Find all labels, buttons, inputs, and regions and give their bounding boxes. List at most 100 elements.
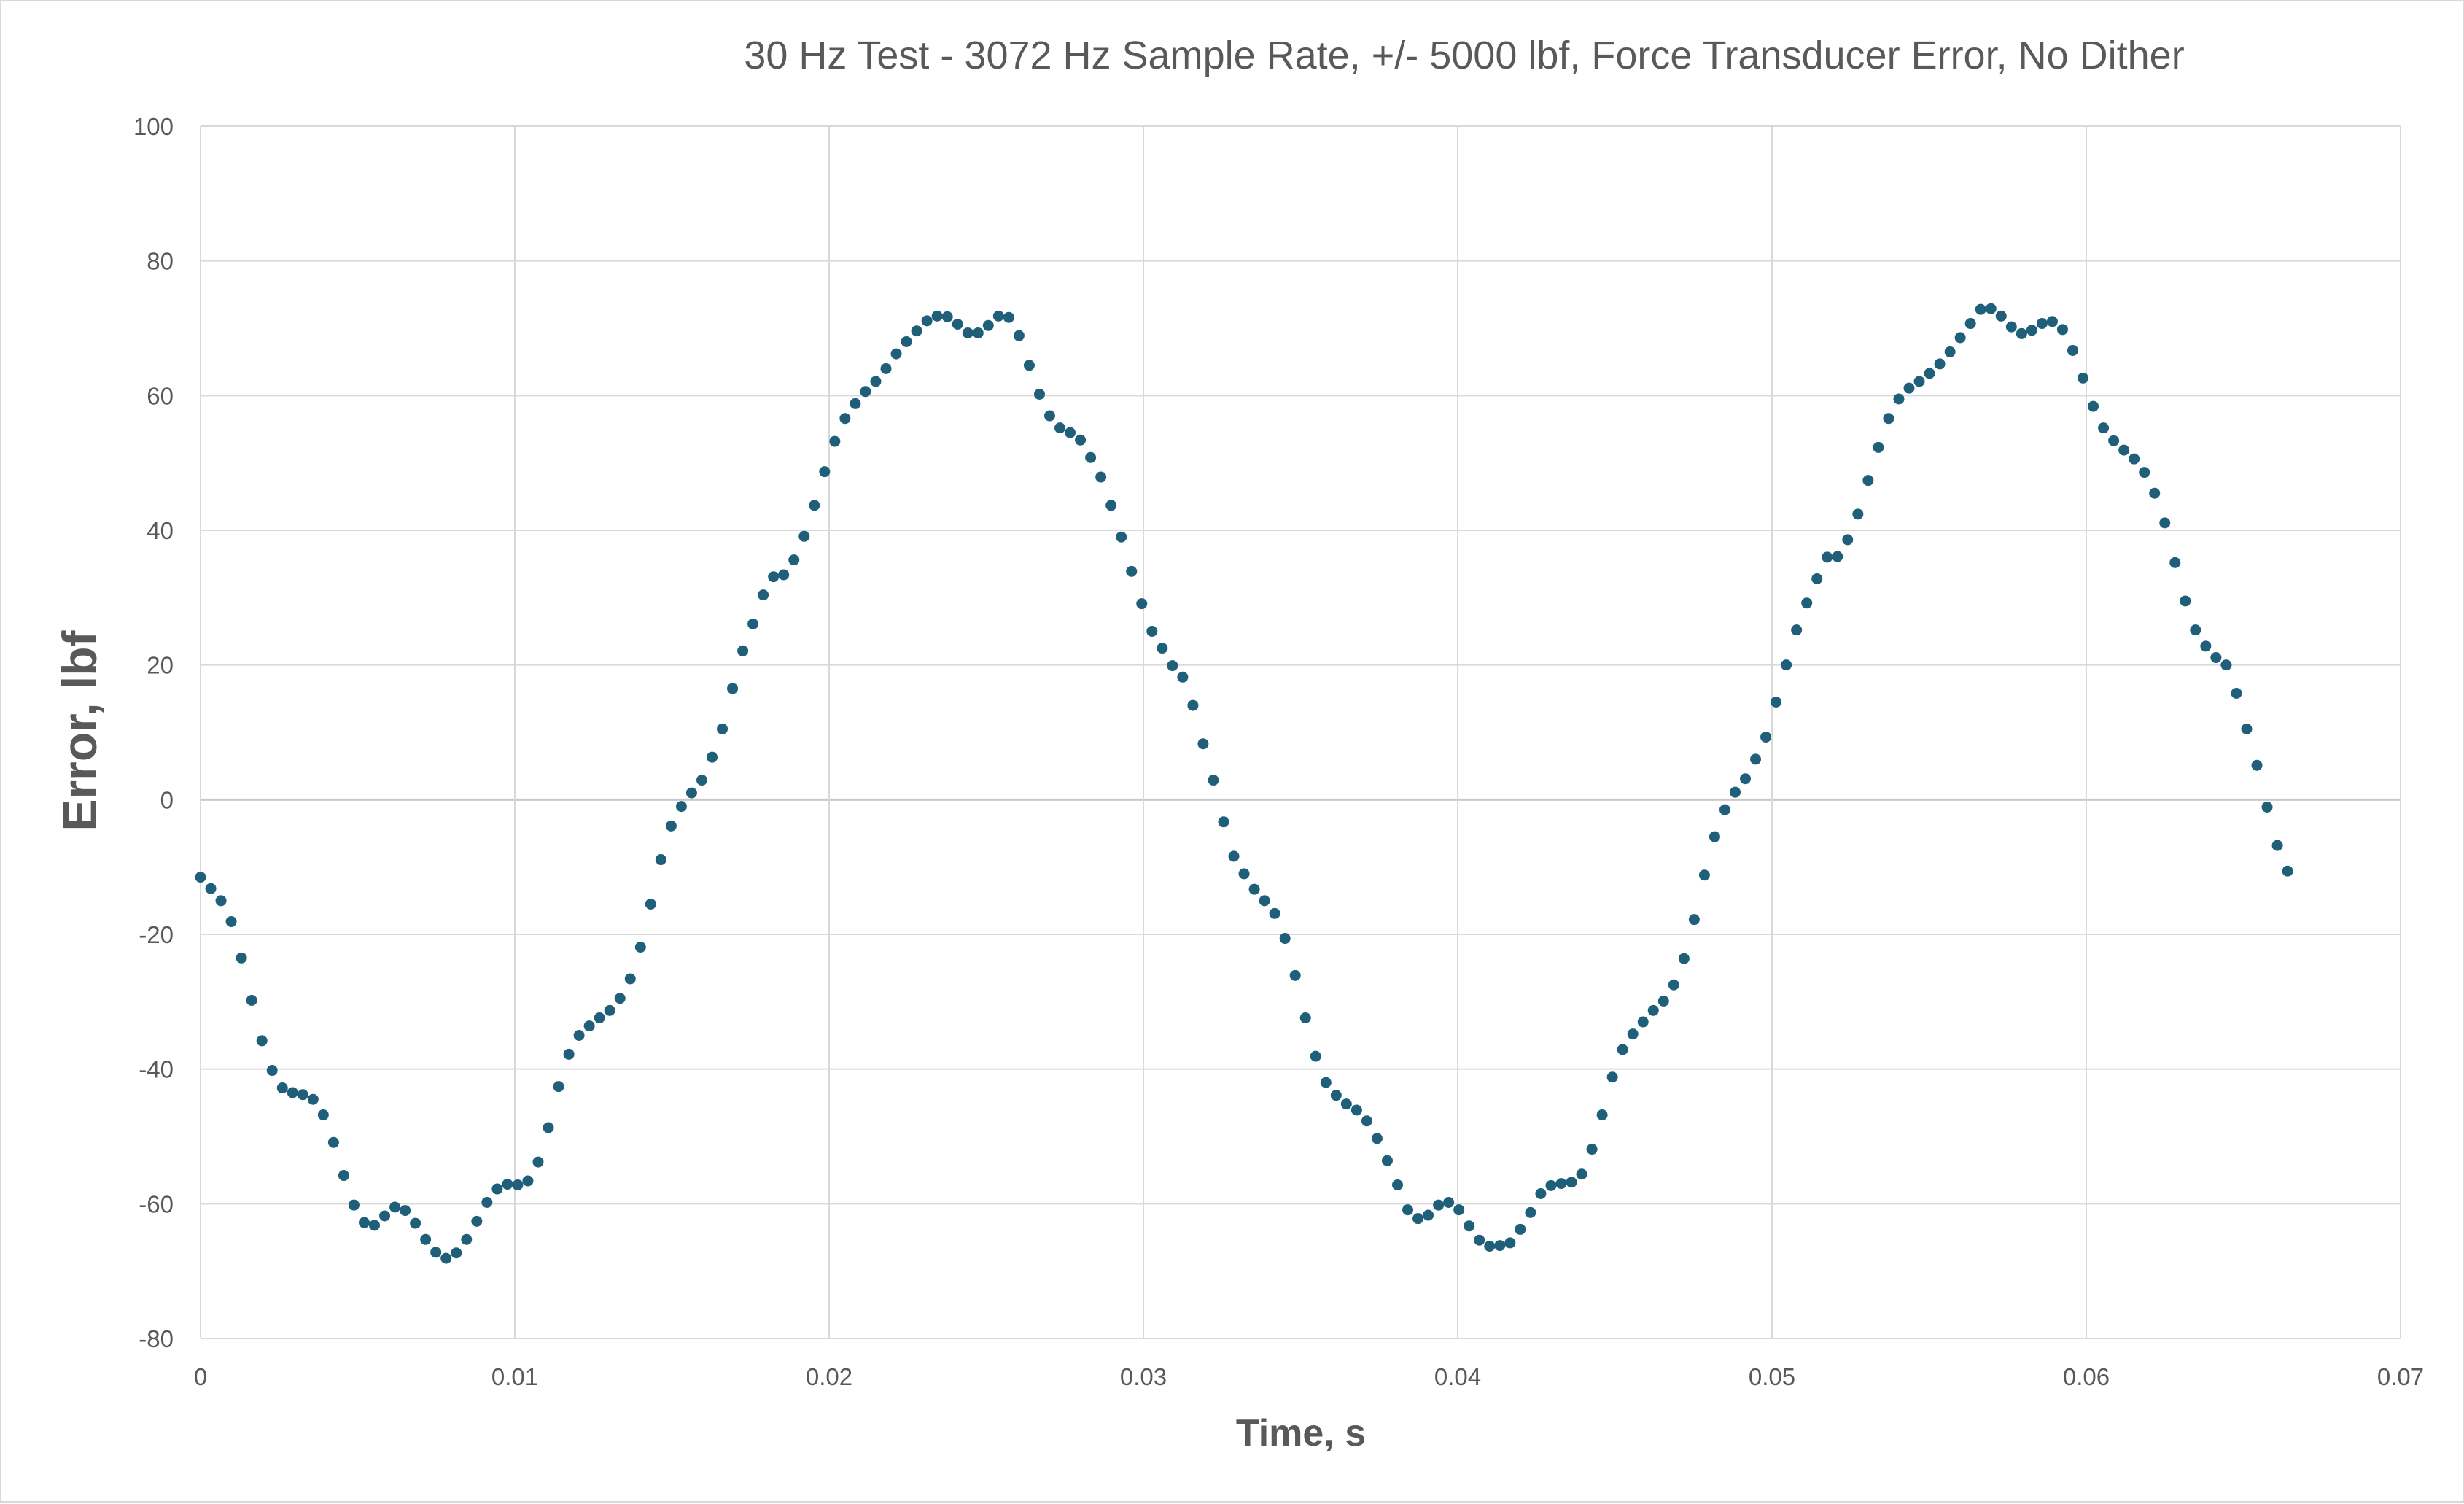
data-point (1555, 1178, 1567, 1190)
y-axis-title: Error, lbf (53, 629, 106, 831)
data-point (266, 1065, 278, 1077)
data-point (1852, 508, 1864, 520)
data-point (1801, 597, 1813, 609)
data-point (2036, 318, 2048, 330)
data-point (369, 1220, 381, 1231)
data-point (2190, 624, 2201, 636)
data-point (481, 1196, 493, 1208)
data-point (1350, 1104, 1362, 1116)
data-point (931, 310, 943, 322)
data-point (1043, 410, 1055, 422)
data-point (1085, 451, 1097, 463)
data-point (583, 1020, 595, 1032)
data-point (1464, 1220, 1475, 1232)
data-point (798, 530, 810, 542)
data-point (1985, 303, 1997, 314)
data-point (1893, 393, 1905, 405)
data-point (1248, 883, 1260, 895)
data-point (1208, 775, 1219, 786)
y-tick-label: 60 (147, 382, 174, 409)
data-point (880, 363, 892, 374)
data-point (1218, 816, 1229, 828)
data-point (2169, 557, 2181, 568)
data-point (338, 1170, 349, 1182)
data-point (246, 994, 257, 1006)
data-point (287, 1087, 298, 1098)
data-point (2139, 467, 2150, 478)
data-point (1688, 914, 1700, 926)
data-point (1494, 1240, 1506, 1252)
data-point (236, 952, 247, 964)
data-point (1913, 376, 1925, 387)
data-point (1443, 1196, 1455, 1208)
data-point (1995, 310, 2007, 322)
data-point (358, 1217, 370, 1228)
data-point (1340, 1098, 1352, 1110)
gridlines (200, 125, 2401, 1339)
data-point (1330, 1090, 1342, 1101)
data-point (1474, 1234, 1485, 1246)
data-point (512, 1179, 524, 1190)
y-tick-label: -60 (139, 1190, 174, 1217)
data-point (1484, 1241, 1496, 1252)
data-point (2026, 325, 2037, 336)
data-point (1504, 1237, 1516, 1249)
data-point (1453, 1204, 1465, 1216)
data-point (2149, 487, 2161, 499)
x-tick-label: 0 (194, 1363, 207, 1390)
data-point (645, 898, 656, 910)
data-point (1412, 1213, 1424, 1225)
data-point (307, 1093, 319, 1105)
data-point (563, 1048, 575, 1060)
data-point (502, 1179, 513, 1190)
data-point (696, 775, 707, 786)
data-point (1515, 1223, 1526, 1235)
data-point (727, 683, 739, 694)
data-point (205, 883, 217, 894)
data-point (1811, 573, 1823, 584)
data-point (1750, 753, 1762, 765)
x-tick-label: 0.01 (491, 1363, 538, 1390)
data-point (1289, 969, 1301, 981)
data-point (2241, 723, 2253, 734)
data-point (1013, 330, 1025, 341)
data-point (2108, 435, 2120, 446)
data-point (1729, 786, 1741, 798)
data-point (1105, 500, 1117, 511)
y-tick-label: -80 (139, 1325, 174, 1352)
data-point (2016, 327, 2027, 339)
data-point (553, 1081, 564, 1093)
x-tick-label: 0.06 (2063, 1363, 2110, 1390)
data-point (1033, 388, 1045, 400)
data-point (1361, 1115, 1372, 1127)
data-point (860, 386, 871, 398)
data-point (1903, 382, 1915, 394)
x-tick-label: 0.05 (1749, 1363, 1795, 1390)
data-point (1781, 659, 1792, 671)
data-point (1709, 831, 1720, 842)
data-point (1698, 869, 1710, 881)
data-point (471, 1215, 483, 1227)
data-point (982, 319, 994, 331)
data-point (276, 1082, 288, 1094)
data-point (1832, 551, 1843, 562)
data-point (400, 1205, 411, 1217)
data-point (2210, 652, 2222, 664)
y-tick-label: 0 (160, 786, 174, 813)
data-point (410, 1217, 421, 1229)
data-point (1228, 850, 1240, 862)
data-point (1433, 1199, 1445, 1211)
data-point (685, 787, 697, 799)
data-point (1883, 413, 1894, 425)
data-point (420, 1233, 432, 1245)
data-point (256, 1035, 268, 1047)
data-point (1760, 731, 1772, 743)
x-tick-label: 0.07 (2377, 1363, 2424, 1390)
data-point (2118, 444, 2130, 456)
data-point (1095, 471, 1107, 483)
data-point (573, 1030, 585, 1041)
data-point (1310, 1050, 1321, 1062)
data-point (809, 500, 820, 511)
data-point (1740, 773, 1752, 785)
